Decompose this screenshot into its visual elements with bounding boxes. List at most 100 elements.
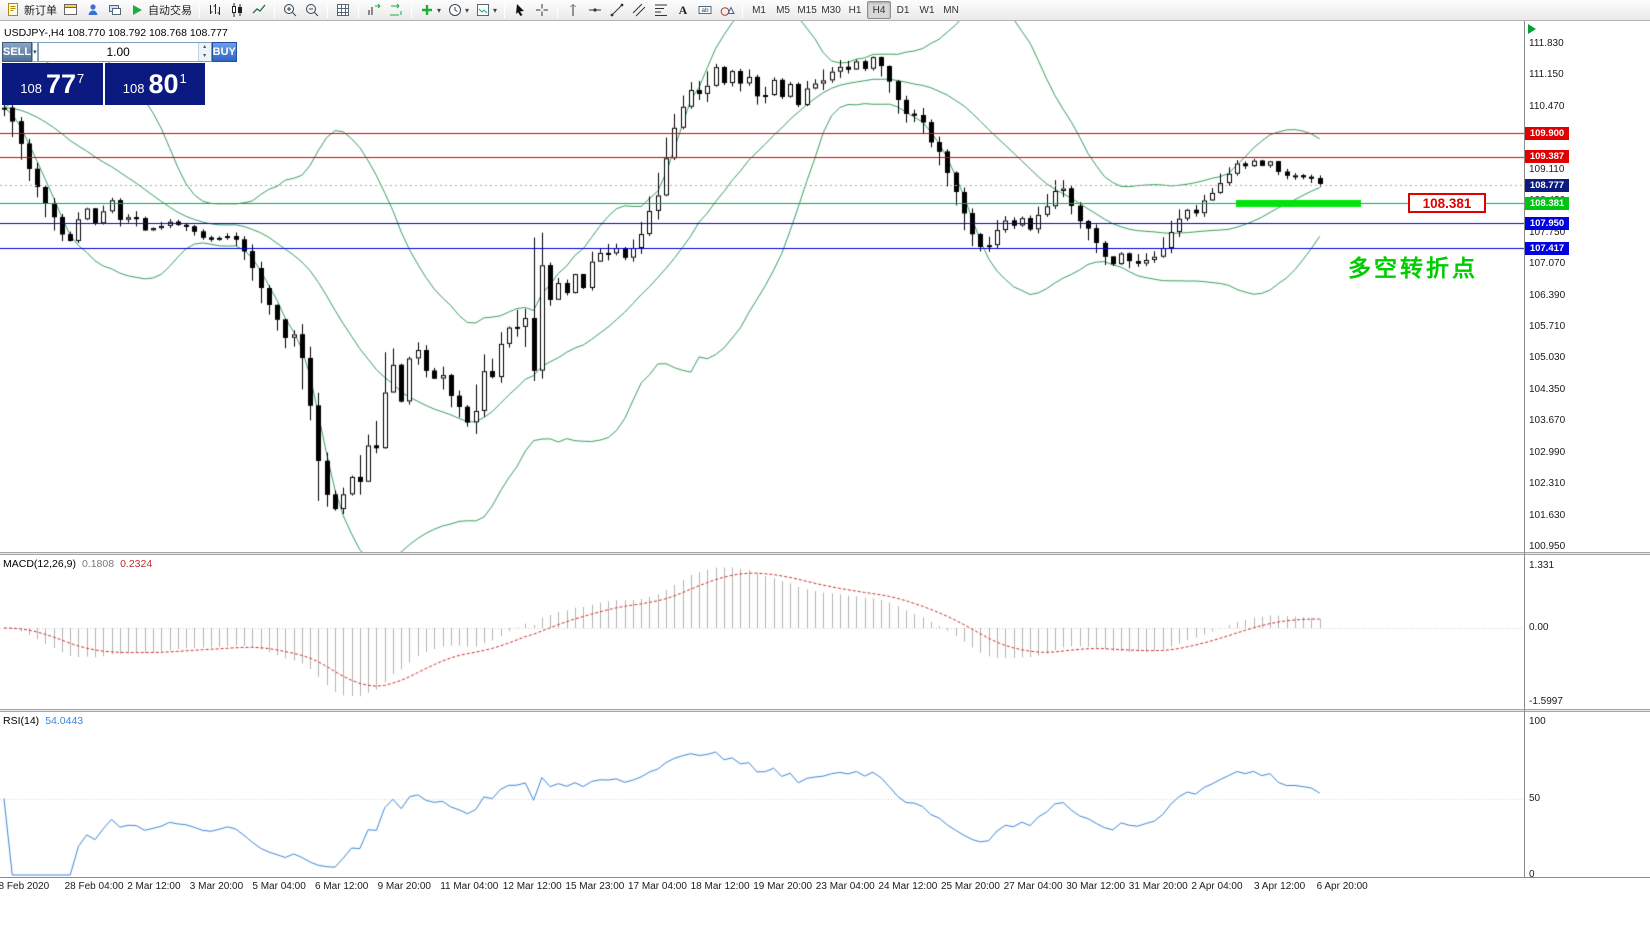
zoom-in-icon <box>284 4 297 17</box>
trendline-tool-icon <box>610 3 624 17</box>
buy-price-display[interactable]: 108 80 1 <box>104 63 205 105</box>
macd-axis-label: 0.00 <box>1529 622 1549 633</box>
shapes-tool-icon <box>720 6 735 16</box>
time-axis-label: 5 Mar 04:00 <box>252 881 306 892</box>
lot-size-input[interactable] <box>38 43 198 61</box>
timeframe-h4[interactable]: H4 <box>867 1 892 19</box>
channel-tool-button[interactable] <box>628 1 650 20</box>
price-annotation-box[interactable]: 108.381 <box>1408 193 1486 213</box>
label-tool-icon: ab <box>698 6 712 14</box>
time-axis-label: 23 Mar 04:00 <box>815 881 875 892</box>
timeframe-m1-label: M1 <box>752 4 766 16</box>
panel-splitter[interactable] <box>0 709 1650 712</box>
order-options-dropdown[interactable]: ▾ <box>32 42 38 62</box>
sell-price-big: 77 <box>45 69 76 99</box>
text-tool-icon: A <box>679 3 688 17</box>
time-axis-label: 25 Mar 20:00 <box>941 881 1000 892</box>
price-level-tag[interactable]: 108.381 <box>1525 196 1569 210</box>
vertical-line-tool-button[interactable] <box>562 1 584 20</box>
buy-price-main: 108 <box>122 81 145 96</box>
autotrading-button[interactable]: 自动交易 <box>126 1 195 20</box>
time-axis-label: 15 Mar 23:00 <box>565 881 625 892</box>
data-window-icon <box>109 5 121 15</box>
fibonacci-tool-button[interactable] <box>650 1 672 20</box>
time-axis-label: 31 Mar 20:00 <box>1128 881 1188 892</box>
time-axis-label: 2 Apr 04:00 <box>1191 881 1243 892</box>
indicators-button[interactable]: ▾ <box>416 1 444 20</box>
auto-scroll-icon <box>390 3 402 16</box>
time-axis-label: 27 Mar 04:00 <box>1003 881 1063 892</box>
buy-button[interactable]: BUY <box>211 42 237 62</box>
templates-icon <box>477 4 490 16</box>
trendline-tool-button[interactable] <box>606 1 628 20</box>
bar-chart-mode-button[interactable] <box>204 1 226 20</box>
timeframe-d1-label: D1 <box>896 4 910 16</box>
toolbar-separator <box>742 2 744 18</box>
buy-price-sup: 1 <box>179 71 187 86</box>
rsi-axis-label: 50 <box>1529 792 1541 804</box>
zoom-out-button[interactable] <box>301 1 323 20</box>
periods-button[interactable]: ▾ <box>444 1 472 20</box>
rsi-label: RSI(14) 54.0443 <box>3 715 84 727</box>
rsi-axis-label: 0 <box>1529 869 1535 880</box>
templates-button[interactable]: ▾ <box>472 1 500 20</box>
timeframe-d1[interactable]: D1 <box>891 1 915 19</box>
timeframe-h1[interactable]: H1 <box>843 1 867 19</box>
line-chart-mode-button[interactable] <box>248 1 270 20</box>
new-order-button[interactable]: 新订单 <box>2 1 60 20</box>
timeframe-m1[interactable]: M1 <box>747 1 771 19</box>
caret-down-icon: ▾ <box>493 5 498 15</box>
tile-windows-button[interactable] <box>332 1 354 20</box>
line-chart-mode-icon <box>252 4 266 14</box>
price-axis-label: 111.150 <box>1529 69 1564 81</box>
price-level-tag[interactable]: 108.777 <box>1525 178 1569 192</box>
timeframe-m30[interactable]: M30 <box>819 1 843 19</box>
toolbar-separator <box>411 2 412 18</box>
data-window-button[interactable] <box>104 1 126 20</box>
lot-decrease-button[interactable]: ▾ <box>198 52 211 61</box>
vertical-line-tool-icon <box>569 3 577 16</box>
sell-price-display[interactable]: 108 77 7 <box>2 63 103 105</box>
price-level-tag[interactable]: 109.387 <box>1525 150 1569 164</box>
time-axis-label: 9 Mar 20:00 <box>377 881 431 892</box>
main-price-chart[interactable] <box>0 21 1524 555</box>
candlestick-mode-button[interactable] <box>226 1 248 20</box>
horizontal-line-tool-button[interactable] <box>584 1 606 20</box>
panel-splitter[interactable] <box>0 552 1650 555</box>
toolbar-separator <box>358 2 359 18</box>
zoom-in-button[interactable] <box>279 1 301 20</box>
time-axis-label: 19 Mar 20:00 <box>753 881 813 892</box>
timeframe-mn[interactable]: MN <box>939 1 963 19</box>
shapes-tool-button[interactable] <box>716 1 738 20</box>
lot-size-field: ▴ ▾ <box>37 42 212 62</box>
toolbar-separator <box>557 2 559 18</box>
timeframe-m15[interactable]: M15 <box>795 1 819 19</box>
timeframe-m5[interactable]: M5 <box>771 1 795 19</box>
charts-window-button[interactable] <box>60 1 82 20</box>
macd-axis-label: 1.331 <box>1529 560 1555 572</box>
lot-increase-button[interactable]: ▴ <box>198 43 211 52</box>
price-level-tag[interactable]: 107.417 <box>1525 241 1569 255</box>
timeframe-w1[interactable]: W1 <box>915 1 939 19</box>
price-level-tag[interactable]: 109.900 <box>1525 126 1569 140</box>
price-level-tag[interactable]: 107.950 <box>1525 216 1569 230</box>
auto-scroll-button[interactable] <box>385 1 407 20</box>
macd-indicator-panel[interactable] <box>0 555 1524 709</box>
crosshair-tool-button[interactable] <box>531 1 553 20</box>
turning-point-label[interactable]: 多空转折点 <box>1348 255 1478 281</box>
cursor-tool-button[interactable] <box>509 1 531 20</box>
rsi-indicator-panel[interactable] <box>0 712 1524 877</box>
autotrading-icon <box>133 5 142 15</box>
navigator-icon <box>88 4 98 15</box>
bar-chart-mode-icon <box>210 4 220 15</box>
toolbar-separator <box>327 2 328 18</box>
navigator-button[interactable] <box>82 1 104 20</box>
toolbar-separator <box>504 2 506 18</box>
chart-shift-icon <box>368 3 381 15</box>
text-tool-button[interactable]: A <box>672 1 694 20</box>
sell-button[interactable]: SELL <box>2 42 33 62</box>
caret-down-icon: ▾ <box>33 49 37 56</box>
chart-shift-button[interactable] <box>363 1 385 20</box>
label-tool-button[interactable]: ab <box>694 1 716 20</box>
